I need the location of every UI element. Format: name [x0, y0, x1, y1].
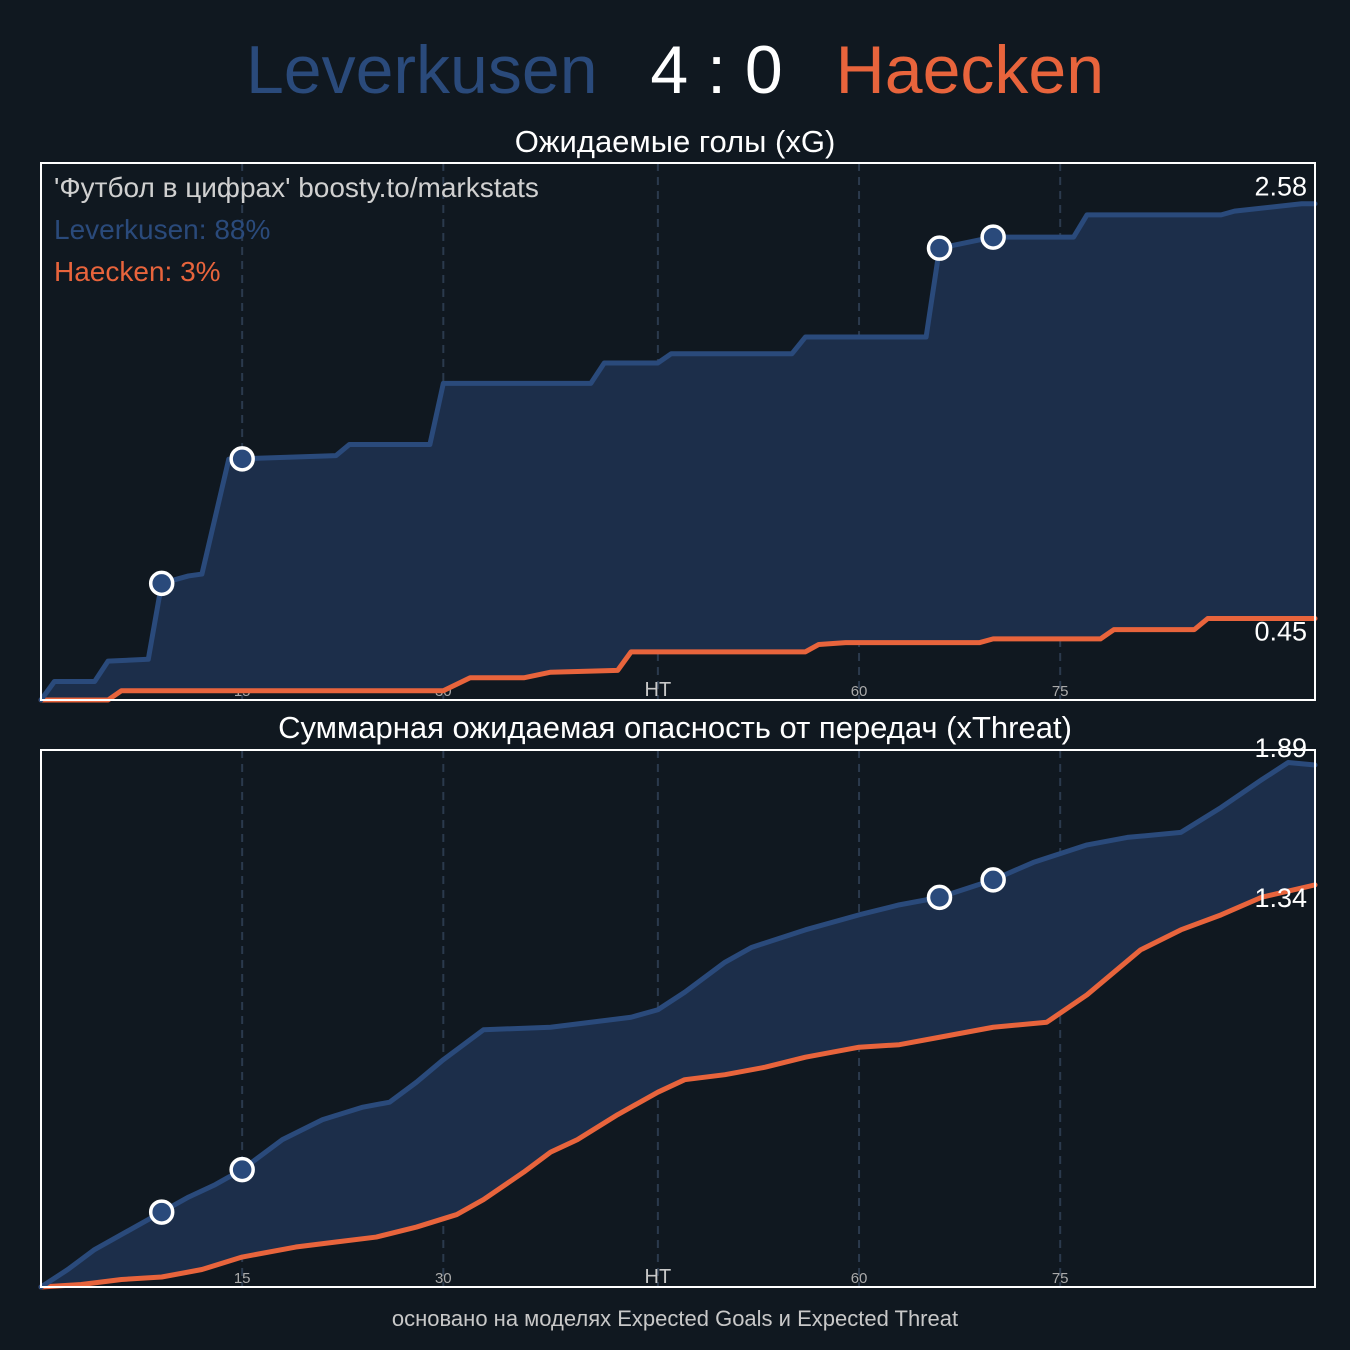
chart-title: Ожидаемые голы (xG)	[515, 124, 836, 159]
area-fill-between	[41, 762, 1315, 1287]
haecken-line	[38, 616, 1318, 703]
annotation-text: Haecken: 3%	[54, 256, 221, 287]
x-tick-label: HT	[645, 679, 672, 701]
match-score: 4 : 0	[650, 32, 783, 108]
x-tick-label: 60	[851, 683, 868, 700]
footer-note: основано на моделях Expected Goals и Exp…	[391, 1306, 959, 1331]
home-end-value: 2.58	[1254, 172, 1307, 202]
annotation-text: 'Футбол в цифрах' boosty.to/markstats	[54, 172, 539, 203]
chart-panel-1: Ожидаемые голы (xG)15 30 HT 60 752.580.45'Фу…	[38, 124, 1318, 703]
x-tick-label: HT	[645, 1266, 672, 1288]
haecken-line	[38, 882, 1318, 1290]
leverkusen-line	[38, 759, 1318, 1290]
goal-marker	[980, 224, 1006, 250]
chart-title: Суммарная ожидаемая опасность от передач…	[278, 710, 1072, 745]
away-team-name: Haecken	[835, 32, 1105, 108]
goal-marker	[980, 867, 1006, 893]
goal-marker	[148, 570, 175, 597]
goal-marker	[148, 1199, 175, 1225]
away-end-value: 1.34	[1254, 883, 1307, 913]
x-tick-label: 30	[435, 1270, 452, 1287]
home-team-name: Leverkusen	[245, 32, 598, 108]
goal-marker	[229, 1156, 255, 1183]
chart-panel-2: Суммарная ожидаемая опасность от передач…	[38, 710, 1318, 1290]
goal-marker	[229, 446, 255, 472]
annotation-text: Leverkusen: 88%	[54, 214, 270, 245]
match-header: Leverkusen 4 : 0 Haecken	[0, 28, 1350, 112]
home-end-value: 1.89	[1254, 733, 1307, 763]
away-end-value: 0.45	[1254, 617, 1307, 647]
goal-marker	[926, 235, 953, 261]
x-tick-label: 75	[1052, 683, 1069, 700]
chart-frame	[40, 749, 1316, 1288]
x-tick-label: 75	[1052, 1270, 1069, 1287]
goal-marker	[926, 884, 953, 911]
leverkusen-line	[38, 201, 1318, 703]
chart-frame	[40, 162, 1316, 701]
x-tick-label: 60	[851, 1270, 868, 1287]
area-fill-between	[41, 203, 1315, 701]
x-tick-label: 15	[234, 1270, 251, 1287]
